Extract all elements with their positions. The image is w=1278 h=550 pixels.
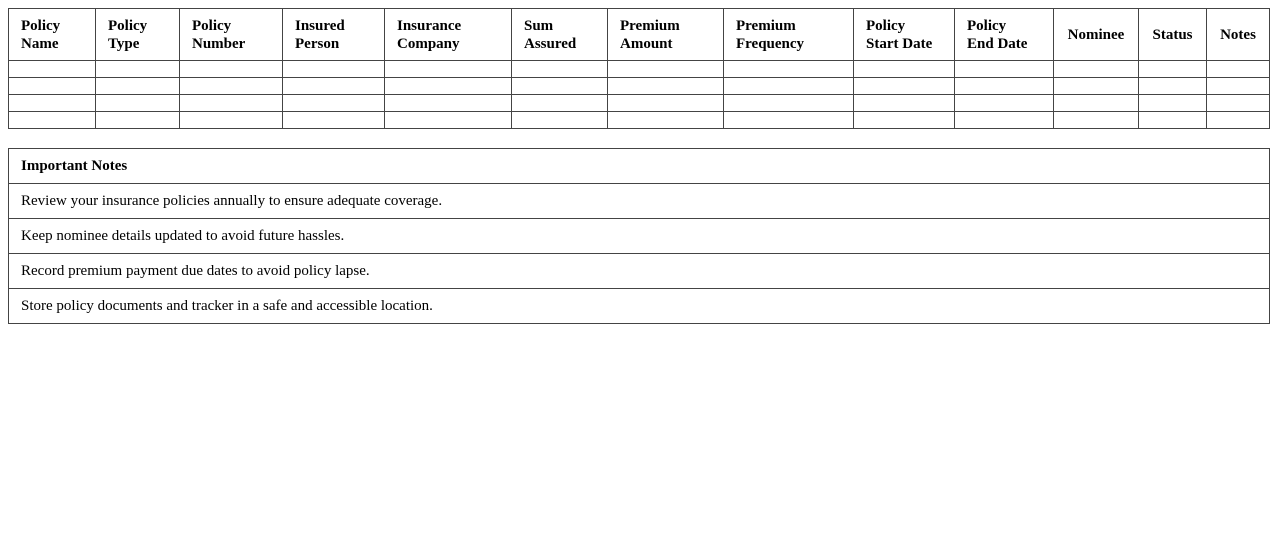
table-row [8, 94, 1270, 112]
table-cell[interactable] [1138, 111, 1207, 129]
column-header-premium-amount[interactable]: Premium Amount [607, 8, 724, 61]
table-cell[interactable] [1206, 77, 1270, 95]
table-cell[interactable] [1138, 94, 1207, 112]
column-header-policy-start-date[interactable]: Policy Start Date [853, 8, 955, 61]
table-cell[interactable] [607, 60, 724, 78]
table-cell[interactable] [282, 111, 385, 129]
table-cell[interactable] [1053, 111, 1139, 129]
table-cell[interactable] [607, 77, 724, 95]
table-cell[interactable] [1206, 60, 1270, 78]
table-cell[interactable] [1053, 94, 1139, 112]
column-header-policy-name[interactable]: Policy Name [8, 8, 96, 61]
table-cell[interactable] [179, 77, 283, 95]
table-cell[interactable] [384, 94, 512, 112]
table-cell[interactable] [511, 77, 608, 95]
policy-tracker-table: Policy Name Policy Type Policy Number Insured P… [8, 8, 1270, 129]
note-text: Record premium payment due dates to avoi… [8, 253, 1270, 289]
table-cell[interactable] [607, 94, 724, 112]
header-row: Policy Name Policy Type Policy Number Insured P… [8, 8, 1270, 61]
table-cell[interactable] [511, 94, 608, 112]
table-cell[interactable] [1053, 77, 1139, 95]
column-header-policy-type[interactable]: Policy Type [95, 8, 180, 61]
table-cell[interactable] [723, 60, 854, 78]
column-header-insured-person[interactable]: Insured Person [282, 8, 385, 61]
table-cell[interactable] [1206, 94, 1270, 112]
table-cell[interactable] [179, 94, 283, 112]
column-header-policy-end-date[interactable]: Policy End Date [954, 8, 1054, 61]
table-cell[interactable] [179, 60, 283, 78]
notes-title: Important Notes [8, 148, 1270, 184]
table-cell[interactable] [8, 94, 96, 112]
table-cell[interactable] [723, 94, 854, 112]
table-cell[interactable] [723, 111, 854, 129]
table-row [8, 77, 1270, 95]
table-cell[interactable] [607, 111, 724, 129]
important-notes-table: Important Notes Review your insurance po… [8, 148, 1270, 324]
table-cell[interactable] [954, 94, 1054, 112]
note-text: Review your insurance policies annually … [8, 183, 1270, 219]
table-cell[interactable] [95, 77, 180, 95]
note-row: Store policy documents and tracker in a … [8, 288, 1270, 324]
table-cell[interactable] [384, 77, 512, 95]
note-text: Store policy documents and tracker in a … [8, 288, 1270, 324]
table-cell[interactable] [954, 111, 1054, 129]
table-cell[interactable] [511, 60, 608, 78]
table-cell[interactable] [1138, 77, 1207, 95]
table-cell[interactable] [853, 77, 955, 95]
table-cell[interactable] [1138, 60, 1207, 78]
table-row [8, 111, 1270, 129]
table-cell[interactable] [282, 60, 385, 78]
table-cell[interactable] [8, 111, 96, 129]
table-cell[interactable] [282, 77, 385, 95]
table-cell[interactable] [853, 60, 955, 78]
table-cell[interactable] [1053, 60, 1139, 78]
note-row: Review your insurance policies annually … [8, 183, 1270, 219]
notes-title-row: Important Notes [8, 148, 1270, 184]
column-header-premium-frequency[interactable]: Premium Frequency [723, 8, 854, 61]
table-cell[interactable] [384, 111, 512, 129]
table-cell[interactable] [179, 111, 283, 129]
table-cell[interactable] [95, 60, 180, 78]
table-cell[interactable] [511, 111, 608, 129]
table-cell[interactable] [853, 111, 955, 129]
note-text: Keep nominee details updated to avoid fu… [8, 218, 1270, 254]
note-row: Record premium payment due dates to avoi… [8, 253, 1270, 289]
table-cell[interactable] [8, 77, 96, 95]
table-cell[interactable] [282, 94, 385, 112]
column-header-nominee[interactable]: Nominee [1053, 8, 1139, 61]
table-cell[interactable] [954, 60, 1054, 78]
table-cell[interactable] [95, 111, 180, 129]
table-cell[interactable] [853, 94, 955, 112]
table-cell[interactable] [954, 77, 1054, 95]
column-header-notes[interactable]: Notes [1206, 8, 1270, 61]
note-row: Keep nominee details updated to avoid fu… [8, 218, 1270, 254]
table-cell[interactable] [723, 77, 854, 95]
column-header-policy-number[interactable]: Policy Number [179, 8, 283, 61]
column-header-insurance-company[interactable]: Insurance Company [384, 8, 512, 61]
column-header-sum-assured[interactable]: Sum Assured [511, 8, 608, 61]
table-cell[interactable] [95, 94, 180, 112]
table-cell[interactable] [8, 60, 96, 78]
table-row [8, 60, 1270, 78]
column-header-status[interactable]: Status [1138, 8, 1207, 61]
table-cell[interactable] [1206, 111, 1270, 129]
table-cell[interactable] [384, 60, 512, 78]
